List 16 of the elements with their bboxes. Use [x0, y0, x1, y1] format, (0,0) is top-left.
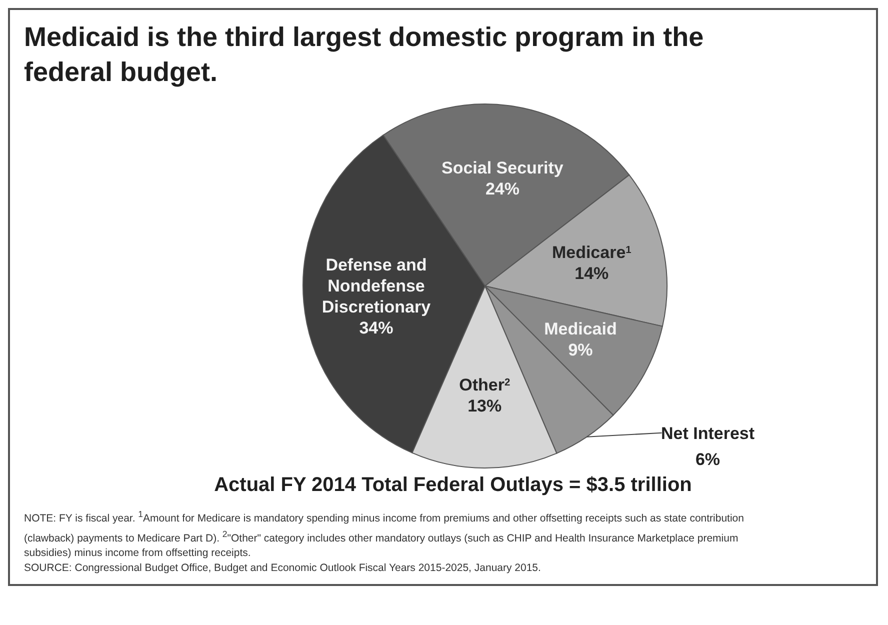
data-label: 13%: [468, 396, 502, 416]
text: Actual FY 2014 Total Federal Outlays = $3.5 trillion: [213, 474, 693, 497]
data-label: 24%: [485, 180, 520, 199]
data-label: 9%: [568, 340, 593, 360]
data-label: 6%: [695, 450, 720, 469]
text: NOTE: FY is fiscal year. $^{1}$Amount for Medicare is mandatory spending minus income from premiums and other offsetting receipts such as state contribution (clawback) payments to Medicare Part D). $^{2}$"Other" category includes other mandatory outlays (such as CHIP and Health Insurance Marketplace premium subsidies) minus income from offsetting receipts.: [24, 508, 745, 561]
slice-label: Medicaid: [544, 319, 617, 338]
data-label: 14%: [574, 264, 609, 284]
chart-title: Medicaid is the third largest domestic program in the federal budget.: [23, 21, 705, 89]
source-note: SOURCE: Congressional Budget Office, Budget and Economic Outlook Fiscal Years 2015-2025, January 2015.: [24, 561, 542, 576]
slice-label: Net Interest: [661, 424, 755, 443]
slice-label: Social Security: [442, 158, 564, 178]
slice-label: Other$^{2}$: [459, 376, 510, 395]
data-label: 34%: [359, 318, 394, 338]
slice-label: Medicare$^{1}$: [552, 243, 632, 262]
slice-label: Defense and Nondefense Discretionary: [322, 255, 432, 316]
